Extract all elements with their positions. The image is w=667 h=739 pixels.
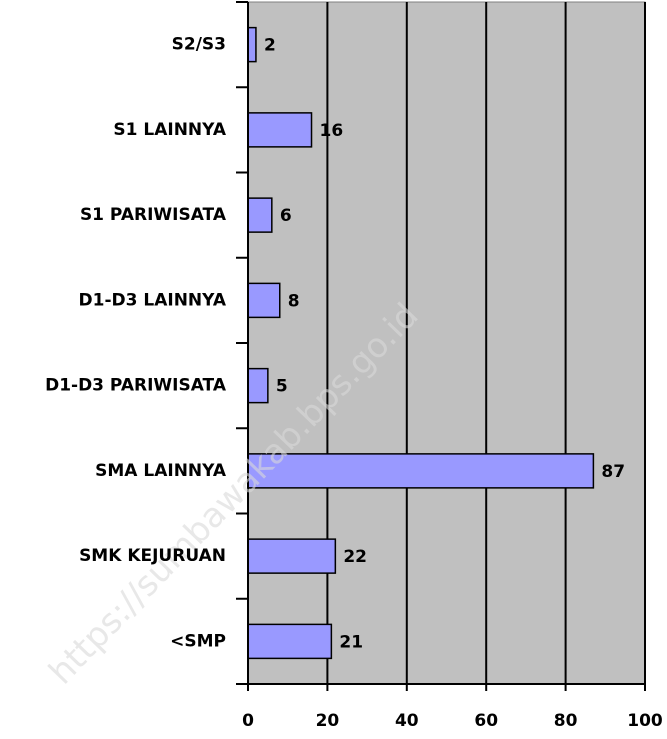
y-tick-label: S1 PARIWISATA — [80, 205, 227, 225]
bar — [247, 453, 595, 489]
value-label: 87 — [601, 462, 625, 482]
x-tick-label: 0 — [242, 711, 254, 731]
x-tick-label: 20 — [316, 711, 340, 731]
value-label: 6 — [280, 206, 292, 226]
bar — [247, 112, 313, 148]
y-tick-label: SMA LAINNYA — [95, 461, 227, 481]
bar — [247, 623, 333, 660]
bar — [247, 282, 281, 319]
bar — [247, 26, 257, 63]
y-tick-label: D1-D3 LAINNYA — [79, 290, 227, 310]
bar — [247, 538, 337, 574]
plot-area — [247, 1, 646, 685]
bar — [247, 367, 269, 404]
value-label: 21 — [339, 632, 363, 652]
x-tick-label: 100 — [627, 711, 663, 731]
y-tick-label: SMK KEJURUAN — [79, 546, 226, 566]
y-tick-label: <SMP — [170, 631, 226, 651]
value-label: 5 — [276, 377, 288, 397]
value-label: 8 — [288, 291, 300, 311]
y-tick-label: S1 LAINNYA — [113, 120, 226, 140]
value-label: 2 — [264, 36, 276, 56]
x-tick-label: 40 — [395, 711, 419, 731]
y-tick-label: D1-D3 PARIWISATA — [45, 376, 227, 396]
bar — [247, 197, 273, 233]
value-label: 16 — [320, 121, 344, 141]
y-tick-label: S2/S3 — [172, 35, 226, 55]
value-label: 22 — [343, 547, 367, 567]
x-tick-label: 80 — [554, 711, 578, 731]
x-tick-label: 60 — [474, 711, 498, 731]
